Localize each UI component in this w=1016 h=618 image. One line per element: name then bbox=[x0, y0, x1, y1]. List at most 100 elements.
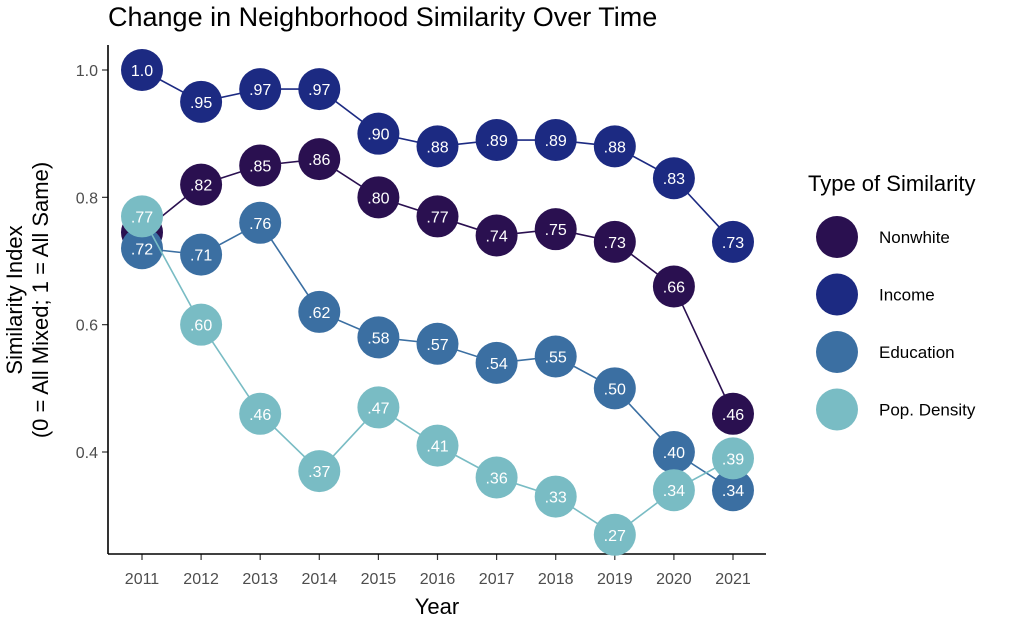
legend-swatch bbox=[816, 331, 858, 373]
data-point bbox=[712, 469, 754, 512]
data-point bbox=[298, 450, 341, 493]
series-education: .72 .71 .76 .62 .58 .57 .54 .55 .50 .40 .34 bbox=[121, 201, 754, 512]
data-label: .72 bbox=[131, 241, 153, 258]
y-tick-label: 1.0 bbox=[76, 63, 98, 80]
data-point bbox=[534, 208, 577, 251]
data-label: .39 bbox=[722, 451, 744, 468]
data-point bbox=[298, 68, 341, 111]
legend-swatch bbox=[816, 273, 858, 316]
data-label: .83 bbox=[663, 171, 685, 188]
data-label: .89 bbox=[545, 133, 567, 150]
legend-swatch bbox=[816, 216, 858, 258]
data-point bbox=[298, 138, 341, 181]
data-label: .74 bbox=[485, 229, 507, 246]
data-point bbox=[180, 233, 223, 276]
data-label: .71 bbox=[190, 248, 212, 265]
data-point bbox=[239, 144, 282, 187]
data-label: .77 bbox=[131, 209, 153, 226]
data-point bbox=[121, 227, 163, 270]
data-label: .97 bbox=[249, 82, 271, 99]
data-point bbox=[475, 456, 518, 499]
x-tick-label: 2013 bbox=[242, 571, 278, 588]
data-label: .97 bbox=[308, 82, 330, 99]
data-label: .60 bbox=[190, 318, 212, 335]
x-tick-label: 2018 bbox=[538, 571, 574, 588]
data-point bbox=[357, 316, 400, 359]
data-point bbox=[180, 303, 223, 346]
data-label: .50 bbox=[604, 381, 626, 398]
data-label: 1.0 bbox=[131, 63, 153, 80]
x-axis-ticks: 2011 2012 2013 2014 2015 2016 2017 2018 2019 2020… bbox=[125, 554, 751, 588]
data-point bbox=[298, 290, 341, 333]
data-label: .82 bbox=[190, 178, 212, 195]
y-tick-label: 0.6 bbox=[76, 318, 98, 335]
data-label: .27 bbox=[604, 528, 626, 545]
x-tick-label: 2016 bbox=[420, 571, 456, 588]
data-label: .62 bbox=[308, 305, 330, 322]
data-label: .80 bbox=[367, 190, 389, 207]
data-label: .55 bbox=[545, 350, 567, 367]
legend-label: Education bbox=[879, 343, 955, 362]
x-tick-label: 2014 bbox=[302, 571, 338, 588]
chart-title: Change in Neighborhood Similarity Over T… bbox=[108, 2, 657, 32]
x-tick-label: 2020 bbox=[656, 571, 692, 588]
data-label: .46 bbox=[249, 407, 271, 424]
legend-swatch bbox=[816, 388, 858, 431]
data-label: .90 bbox=[367, 127, 389, 144]
y-tick-label: 0.4 bbox=[76, 445, 98, 462]
legend-label: Nonwhite bbox=[879, 228, 950, 247]
legend: Type of Similarity Nonwhite Income Educati… bbox=[808, 171, 976, 431]
data-point bbox=[593, 220, 636, 263]
data-point bbox=[416, 424, 459, 467]
data-point bbox=[416, 125, 459, 168]
data-point bbox=[239, 68, 282, 111]
data-point bbox=[652, 431, 695, 473]
data-point bbox=[712, 437, 754, 480]
series-pop-density: .77 .60 .46 .37 .47 .41 .36 .33 .27 .34 .39 bbox=[121, 195, 754, 556]
data-point bbox=[416, 322, 459, 365]
data-point bbox=[534, 475, 577, 518]
data-label: .57 bbox=[426, 337, 448, 354]
data-point bbox=[712, 220, 754, 263]
data-label: .76 bbox=[249, 216, 271, 233]
series-layer: .82 .85 .86 .80 .77 .74 .75 .73 .66 .46 1.0 .95 .97.… bbox=[121, 49, 754, 556]
data-point bbox=[357, 176, 400, 219]
x-tick-label: 2012 bbox=[183, 571, 219, 588]
data-point bbox=[593, 513, 636, 556]
data-point bbox=[239, 201, 282, 244]
series-income: 1.0 .95 .97 .97 .90 .88 .89 .89 .88 .83 .73 bbox=[121, 49, 754, 263]
legend-item: Income bbox=[816, 273, 935, 316]
data-point bbox=[239, 392, 282, 435]
data-point bbox=[121, 49, 163, 91]
legend-label: Pop. Density bbox=[879, 401, 976, 420]
data-point bbox=[652, 157, 695, 200]
data-label: .85 bbox=[249, 159, 271, 176]
y-tick-label: 0.8 bbox=[76, 190, 98, 207]
legend-item: Education bbox=[816, 331, 955, 373]
data-point bbox=[357, 112, 400, 155]
data-label: .46 bbox=[722, 407, 744, 424]
data-point bbox=[534, 335, 577, 378]
data-point bbox=[593, 367, 636, 410]
data-point bbox=[475, 214, 518, 257]
data-point bbox=[475, 341, 518, 384]
data-label: .86 bbox=[308, 152, 330, 169]
data-point bbox=[180, 163, 223, 206]
data-point bbox=[534, 119, 577, 162]
data-point bbox=[593, 125, 636, 168]
data-label: .66 bbox=[663, 279, 685, 296]
data-label: .33 bbox=[545, 490, 567, 507]
x-tick-label: 2019 bbox=[597, 571, 633, 588]
data-label: .37 bbox=[308, 464, 330, 481]
data-point bbox=[475, 119, 518, 162]
data-point bbox=[416, 195, 459, 238]
y-axis-subtitle: (0 = All Mixed; 1 = All Same) bbox=[28, 162, 53, 438]
data-label: .88 bbox=[426, 139, 448, 156]
legend-item: Pop. Density bbox=[816, 388, 976, 431]
data-label: .75 bbox=[545, 222, 567, 239]
x-tick-label: 2017 bbox=[479, 571, 515, 588]
data-point bbox=[712, 392, 754, 435]
x-tick-label: 2011 bbox=[125, 571, 160, 588]
data-point bbox=[121, 195, 163, 238]
